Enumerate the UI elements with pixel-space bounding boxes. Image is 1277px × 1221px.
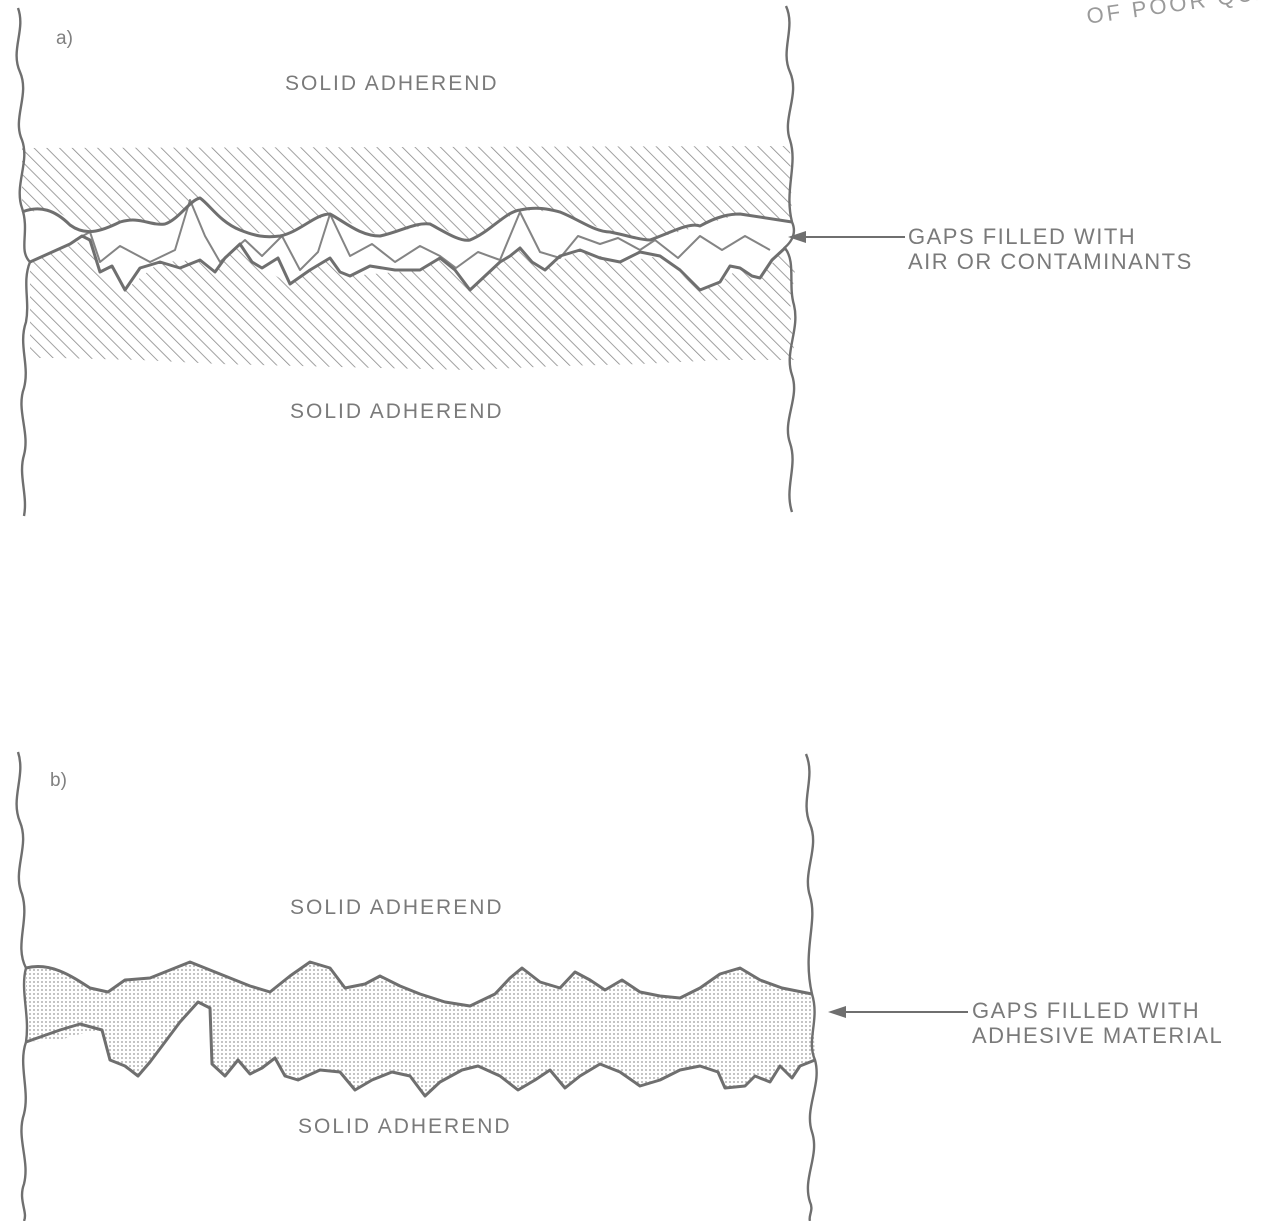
upper-interface-line-b xyxy=(25,960,813,1008)
panel-a: a) SOLID ADHEREND SOLID ADHEREND GAPS FI… xyxy=(0,0,1277,520)
lower-hatched-region xyxy=(30,240,795,370)
panel-a-callout-line2: AIR OR CONTAMINANTS xyxy=(908,249,1193,274)
panel-b-label: b) xyxy=(50,770,67,791)
right-boundary-b xyxy=(804,753,818,1221)
panel-a-callout: GAPS FILLED WITH AIR OR CONTAMINANTS xyxy=(908,224,1193,274)
panel-a-label: a) xyxy=(56,28,73,49)
left-boundary-b xyxy=(15,751,29,1221)
panel-b: b) SOLID ADHEREND SOLID ADHEREND GAPS FI… xyxy=(0,740,1277,1221)
callout-arrowhead-b xyxy=(828,1006,846,1018)
panel-b-callout-line1: GAPS FILLED WITH xyxy=(972,998,1201,1023)
upper-interface-line xyxy=(21,196,793,242)
upper-peaks-line xyxy=(74,199,771,271)
left-boundary xyxy=(15,7,32,517)
panel-b-bottom-adherend-label: SOLID ADHEREND xyxy=(298,1115,512,1138)
panel-b-callout-line2: ADHESIVE MATERIAL xyxy=(972,1023,1224,1048)
lower-interface-line-b xyxy=(25,1000,816,1098)
lower-interface-line xyxy=(29,234,787,292)
callout-arrowhead-a xyxy=(788,231,806,243)
panel-b-top-adherend-label: SOLID ADHEREND xyxy=(290,896,504,919)
panel-b-callout: GAPS FILLED WITH ADHESIVE MATERIAL xyxy=(972,998,1223,1048)
panel-a-top-adherend-label: SOLID ADHEREND xyxy=(285,72,499,95)
panel-a-callout-line1: GAPS FILLED WITH xyxy=(908,224,1137,249)
adhesive-filled-region xyxy=(26,962,815,1096)
panel-a-bottom-adherend-label: SOLID ADHEREND xyxy=(290,400,504,423)
right-boundary xyxy=(782,5,797,513)
panel-b-diagram xyxy=(15,751,968,1221)
panel-a-diagram xyxy=(15,5,905,517)
upper-hatched-region xyxy=(22,146,792,240)
